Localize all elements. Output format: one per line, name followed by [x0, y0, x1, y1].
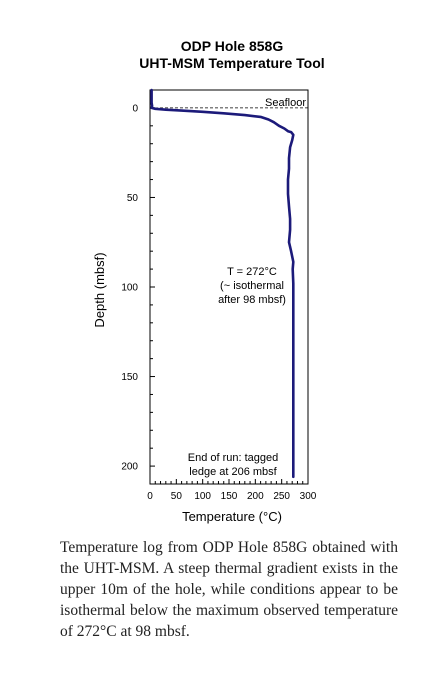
x-tick-label: 100 — [194, 491, 211, 502]
x-tick-label: 250 — [273, 491, 290, 502]
isothermal-note-line-1: T = 272°C — [227, 266, 277, 278]
y-tick-label: 100 — [121, 283, 138, 294]
figure-caption: Temperature log from ODP Hole 858G obtai… — [60, 539, 398, 640]
x-tick-label: 150 — [221, 491, 238, 502]
temperature-series-line — [150, 88, 295, 479]
y-tick-label: 50 — [127, 193, 139, 204]
x-axis-label: Temperature (°C) — [182, 509, 282, 524]
x-tick-label: 200 — [247, 491, 264, 502]
seafloor-label: Seafloor — [265, 97, 306, 109]
plot-area: 0 50 100 150 200 0 50 100 150 200 250 300 — [121, 88, 317, 502]
x-tick-label: 0 — [147, 491, 153, 502]
x-tick-label: 50 — [171, 491, 183, 502]
isothermal-note-line-3: after 98 mbsf) — [218, 294, 286, 306]
end-of-run-note-line-1: End of run: tagged — [188, 452, 279, 464]
y-tick-label: 200 — [121, 462, 138, 473]
y-tick-label: 0 — [132, 103, 138, 114]
temperature-depth-chart: ODP Hole 858G UHT-MSM Temperature Tool 0… — [92, 38, 325, 524]
chart-title-line-1: ODP Hole 858G — [181, 38, 284, 54]
y-axis-label: Depth (mbsf) — [92, 252, 107, 327]
x-tick-label: 300 — [300, 491, 317, 502]
chart-title-line-2: UHT-MSM Temperature Tool — [139, 55, 324, 71]
end-of-run-note-line-2: ledge at 206 mbsf — [189, 466, 277, 478]
isothermal-note-line-2: (~ isothermal — [220, 280, 284, 292]
y-tick-label: 150 — [121, 372, 138, 383]
